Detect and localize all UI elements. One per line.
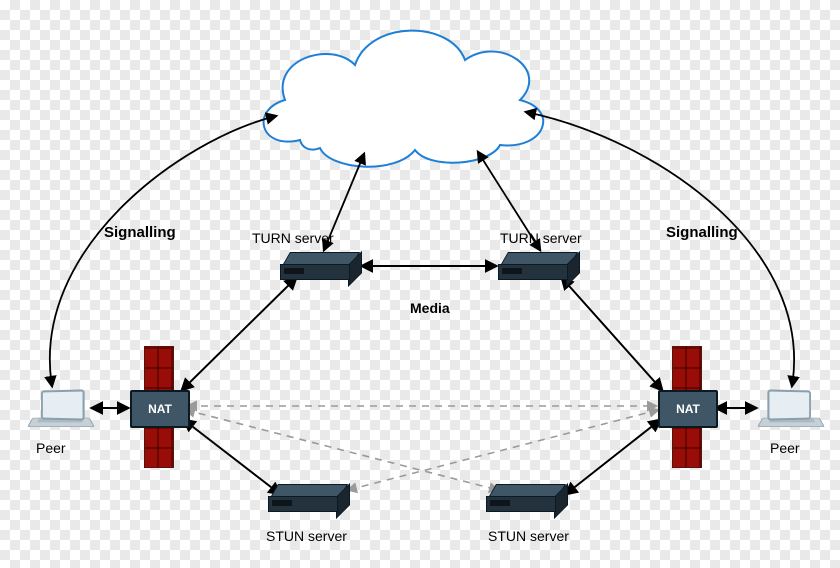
- signalling-right-label: Signalling: [666, 224, 738, 241]
- stun-right-label: STUN server: [488, 528, 569, 544]
- media-label: Media: [410, 300, 450, 316]
- nat-left-box: NAT: [130, 390, 190, 428]
- stun-server-right: [486, 484, 566, 510]
- peer-left-label: Peer: [36, 440, 66, 456]
- stun-server-left: [268, 484, 348, 510]
- turn-server-right: [498, 252, 578, 278]
- peer-left-laptop: [30, 390, 94, 430]
- stun-left-label: STUN server: [266, 528, 347, 544]
- checker-bg: [0, 0, 840, 568]
- turn-right-label: TURN server: [500, 230, 582, 246]
- peer-right-label: Peer: [770, 440, 800, 456]
- turn-left-label: TURN server: [252, 230, 334, 246]
- peer-right-laptop: [758, 390, 822, 430]
- nat-right-box: NAT: [658, 390, 718, 428]
- signalling-left-label: Signalling: [104, 224, 176, 241]
- diagram-canvas: { "canvas":{"width":840,"height":568,"ba…: [0, 0, 840, 568]
- turn-server-left: [280, 252, 360, 278]
